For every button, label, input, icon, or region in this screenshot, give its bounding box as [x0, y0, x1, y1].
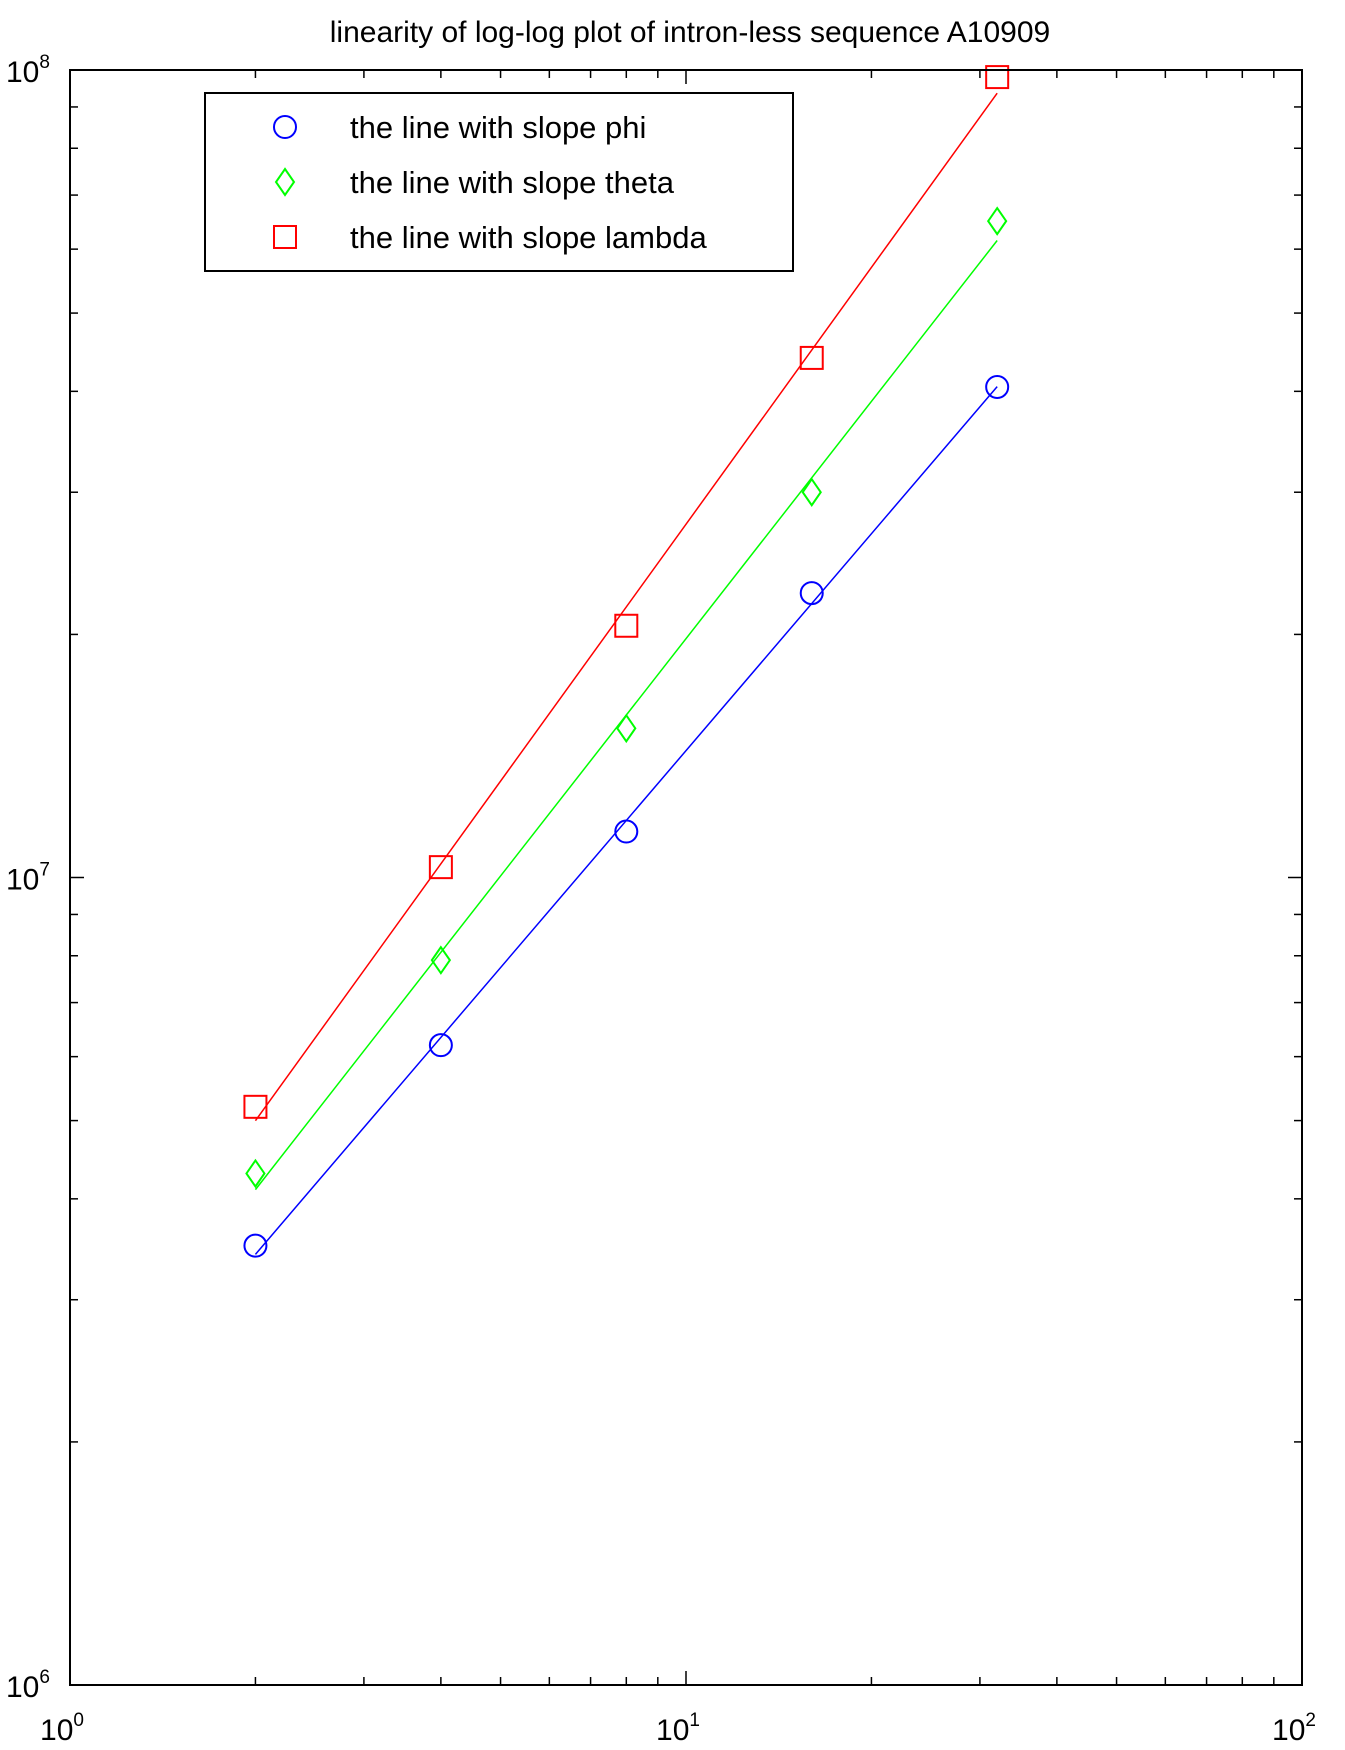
- axis-ticks: 100 101 102 106 107 108: [6, 52, 1316, 1747]
- data-point-diamond: [430, 945, 452, 975]
- chart-title: linearity of log-log plot of intron-less…: [330, 16, 1050, 49]
- plot-frame: [69, 69, 1303, 1686]
- data-point-square: [428, 855, 453, 880]
- data-point-square: [614, 613, 639, 638]
- series-diamond: [245, 206, 1008, 1191]
- y-tick-label: 106: [6, 1667, 50, 1704]
- series-circle: [243, 374, 1010, 1258]
- legend-box: [204, 92, 794, 272]
- data-point-circle: [428, 1033, 453, 1058]
- data-point-diamond: [245, 1158, 266, 1189]
- data-point-diamond: [616, 713, 637, 744]
- legend-marker-diamond: [274, 167, 296, 197]
- legend-label: the line with slope phi: [350, 110, 646, 145]
- data-point-diamond: [801, 477, 822, 507]
- data-point-circle: [799, 581, 824, 606]
- legend-label: the line with slope lambda: [350, 220, 707, 255]
- x-tick-label: 100: [40, 1710, 84, 1747]
- y-tick-label: 107: [6, 860, 50, 897]
- fit-line-square: [254, 92, 998, 1122]
- x-tick-label: 101: [656, 1710, 700, 1747]
- x-tick-label: 102: [1272, 1710, 1316, 1747]
- data-point-circle: [614, 819, 639, 844]
- data-point-circle: [243, 1233, 268, 1258]
- legend: the line with slope phi the line with slo…: [204, 92, 794, 272]
- legend-label: the line with slope theta: [350, 165, 675, 200]
- y-tick-label: 108: [6, 52, 50, 89]
- legend-marker-circle: [273, 115, 297, 139]
- data-point-square: [799, 345, 824, 370]
- data-point-diamond: [986, 206, 1008, 236]
- data-point-square: [985, 65, 1010, 90]
- series-square: [243, 65, 1010, 1122]
- data-point-square: [243, 1094, 268, 1119]
- legend-marker-square: [273, 225, 297, 249]
- series-layer: [243, 65, 1010, 1258]
- data-point-circle: [985, 374, 1010, 399]
